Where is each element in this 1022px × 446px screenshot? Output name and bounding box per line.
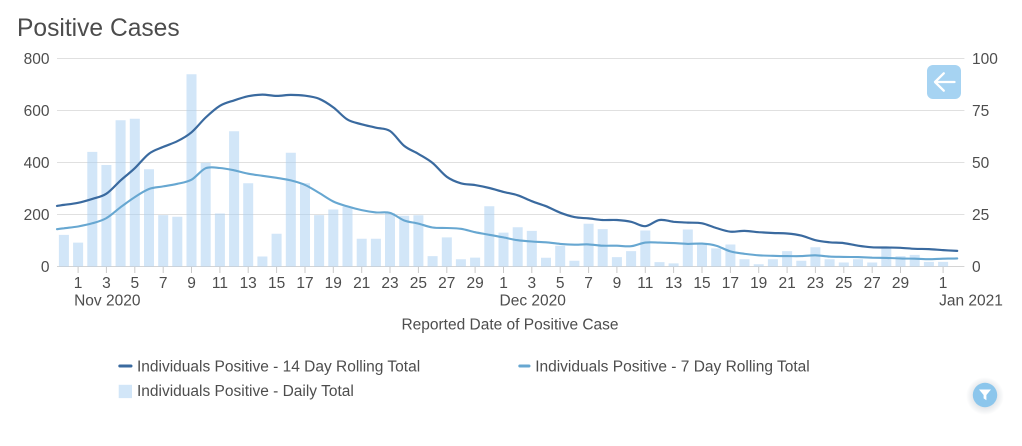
svg-text:23: 23 — [807, 275, 824, 292]
svg-text:9: 9 — [613, 275, 622, 292]
svg-text:50: 50 — [972, 155, 990, 172]
svg-text:19: 19 — [750, 275, 767, 292]
svg-text:9: 9 — [187, 275, 196, 292]
svg-text:13: 13 — [665, 275, 682, 292]
svg-text:0: 0 — [41, 259, 50, 276]
svg-text:800: 800 — [24, 51, 50, 68]
svg-text:1: 1 — [499, 275, 508, 292]
svg-text:0: 0 — [972, 259, 981, 276]
svg-text:Individuals Positive - 14 Day: Individuals Positive - 14 Day Rolling To… — [137, 359, 420, 376]
svg-text:25: 25 — [972, 207, 989, 224]
svg-text:1: 1 — [939, 275, 948, 292]
svg-text:27: 27 — [864, 275, 881, 292]
svg-text:21: 21 — [778, 275, 795, 292]
svg-text:Jan 2021: Jan 2021 — [939, 293, 1003, 310]
svg-text:3: 3 — [102, 275, 111, 292]
svg-text:11: 11 — [637, 275, 653, 292]
svg-text:100: 100 — [972, 51, 998, 68]
svg-text:Reported Date of Positive Case: Reported Date of Positive Case — [401, 317, 618, 334]
svg-text:17: 17 — [722, 275, 739, 292]
svg-text:3: 3 — [527, 275, 536, 292]
svg-text:15: 15 — [268, 275, 285, 292]
svg-text:7: 7 — [159, 275, 168, 292]
svg-text:Individuals Positive - Daily T: Individuals Positive - Daily Total — [137, 383, 354, 400]
svg-text:5: 5 — [130, 275, 139, 292]
svg-text:17: 17 — [296, 275, 313, 292]
svg-text:Individuals Positive - 7 Day R: Individuals Positive - 7 Day Rolling Tot… — [535, 359, 810, 376]
svg-text:27: 27 — [438, 275, 455, 292]
svg-text:75: 75 — [972, 103, 989, 120]
svg-text:5: 5 — [556, 275, 565, 292]
svg-text:29: 29 — [466, 275, 483, 292]
svg-text:25: 25 — [410, 275, 427, 292]
svg-text:19: 19 — [325, 275, 342, 292]
svg-text:23: 23 — [381, 275, 398, 292]
svg-text:Positive Cases: Positive Cases — [17, 15, 180, 42]
svg-text:7: 7 — [584, 275, 593, 292]
svg-text:21: 21 — [353, 275, 370, 292]
svg-text:400: 400 — [24, 155, 50, 172]
svg-text:Dec 2020: Dec 2020 — [500, 293, 567, 310]
svg-text:15: 15 — [693, 275, 710, 292]
svg-text:29: 29 — [892, 275, 909, 292]
svg-text:25: 25 — [835, 275, 852, 292]
svg-text:Nov 2020: Nov 2020 — [74, 293, 141, 310]
svg-text:1: 1 — [74, 275, 83, 292]
svg-text:11: 11 — [212, 275, 228, 292]
svg-text:200: 200 — [24, 207, 50, 224]
svg-text:600: 600 — [24, 103, 50, 120]
svg-text:13: 13 — [240, 275, 257, 292]
